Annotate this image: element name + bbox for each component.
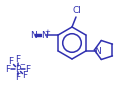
Text: −: − <box>19 62 25 68</box>
Text: +: + <box>45 28 51 34</box>
Text: N: N <box>95 47 101 56</box>
Text: F: F <box>22 72 28 81</box>
Text: F: F <box>15 56 21 65</box>
Text: P: P <box>15 65 21 74</box>
Text: F: F <box>5 65 11 74</box>
Text: F: F <box>8 58 14 67</box>
Text: Cl: Cl <box>73 6 81 15</box>
Text: F: F <box>15 74 21 83</box>
Text: N: N <box>30 30 37 39</box>
Text: F: F <box>25 65 31 74</box>
Text: N: N <box>41 30 48 39</box>
